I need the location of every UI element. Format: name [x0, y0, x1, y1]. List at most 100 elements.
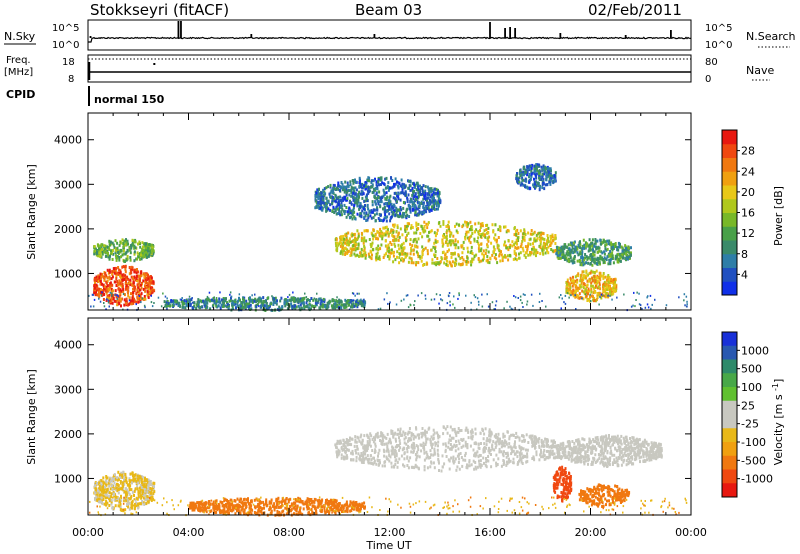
power-cell: [538, 163, 541, 167]
power-cell: [172, 299, 175, 303]
power-cell: [422, 197, 425, 201]
power-cell: [572, 290, 575, 294]
power-cell: [323, 190, 326, 194]
power-cell: [387, 243, 390, 247]
power-cell: [147, 246, 150, 250]
power-cell: [514, 257, 517, 261]
power-cell: [150, 278, 153, 282]
power-cell: [525, 170, 527, 174]
velocity-cell: [114, 483, 117, 487]
power-cell: [139, 277, 141, 281]
power-cell: [379, 178, 382, 182]
velocity-cell: [123, 479, 126, 483]
power-cell: [129, 251, 132, 255]
power-cell: [396, 226, 399, 230]
power-cell: [322, 297, 325, 301]
power-cell: [251, 298, 254, 302]
power-cell: [393, 235, 396, 239]
power-cell: [442, 234, 445, 238]
power-cell: [604, 257, 607, 261]
power-cell: [136, 279, 139, 283]
power-cell: [564, 302, 567, 305]
power-cell: [415, 240, 418, 244]
velocity-cell: [121, 481, 124, 485]
power-cell: [105, 251, 108, 255]
power-cell: [136, 268, 138, 271]
power-cell: [573, 257, 576, 261]
power-cell: [623, 251, 626, 255]
power-cell: [94, 288, 97, 292]
power-cell: [386, 209, 389, 212]
power-cell: [121, 285, 124, 289]
power-cell: [539, 239, 542, 243]
power-cell: [392, 185, 395, 189]
power-cell: [262, 301, 264, 304]
power-cell: [356, 299, 359, 303]
power-cell: [367, 191, 370, 195]
power-cell: [420, 292, 423, 295]
power-cell: [458, 223, 460, 227]
power-cell: [417, 213, 420, 217]
power-cell: [94, 246, 97, 250]
power-cell: [124, 239, 127, 243]
power-cell: [401, 185, 403, 188]
velocity-cell: [133, 474, 136, 478]
power-cell: [119, 281, 122, 285]
power-cell: [593, 296, 596, 300]
power-cell: [128, 302, 131, 306]
power-cell: [352, 196, 355, 200]
power-cell: [135, 276, 138, 280]
power-cell: [597, 259, 600, 263]
power-cell: [379, 196, 382, 200]
power-cell: [417, 255, 420, 259]
power-cell: [356, 202, 359, 206]
velocity-cell: [147, 500, 150, 504]
power-cell: [115, 258, 118, 262]
power-cell: [568, 296, 570, 299]
power-cell: [419, 256, 422, 260]
power-cell: [381, 237, 384, 241]
power-cell: [133, 270, 136, 274]
power-cell: [575, 290, 577, 293]
velocity-cell: [121, 487, 124, 491]
freq-label: Freq.: [6, 55, 31, 66]
power-cell: [325, 209, 328, 213]
power-cell: [379, 227, 382, 231]
power-cell: [609, 258, 612, 262]
velocity-cell: [136, 474, 139, 478]
power-cell: [595, 262, 598, 266]
power-cell: [313, 297, 316, 300]
power-cell: [90, 305, 92, 308]
velocity-cell: [485, 446, 488, 450]
power-cell: [425, 210, 428, 214]
power-cell: [346, 210, 349, 214]
power-cell: [461, 251, 464, 255]
power-cell: [582, 256, 584, 260]
power-cell: [392, 230, 395, 234]
velocity-cell: [126, 488, 129, 492]
velocity-cell: [508, 435, 511, 439]
power-cell: [286, 307, 289, 311]
power-cell: [224, 304, 227, 308]
power-cell: [481, 222, 484, 225]
power-cell: [461, 225, 464, 229]
power-cell: [180, 298, 183, 301]
power-cell: [373, 213, 376, 217]
power-cell: [560, 249, 562, 253]
power-cell: [439, 224, 442, 228]
power-cell: [415, 195, 418, 199]
power-cell: [299, 297, 302, 301]
power-cell: [243, 298, 246, 302]
power-cell: [402, 201, 405, 204]
velocity-cell: [135, 504, 138, 508]
power-cell: [410, 257, 413, 261]
power-cell: [111, 258, 114, 261]
nsky-tick-top: 10^5: [52, 23, 79, 34]
power-cell: [570, 250, 573, 254]
power-cell: [119, 249, 122, 253]
power-cell: [536, 168, 538, 172]
velocity-cell: [99, 500, 102, 504]
power-cell: [579, 259, 582, 263]
power-cell: [372, 190, 375, 194]
power-cell: [347, 299, 349, 303]
